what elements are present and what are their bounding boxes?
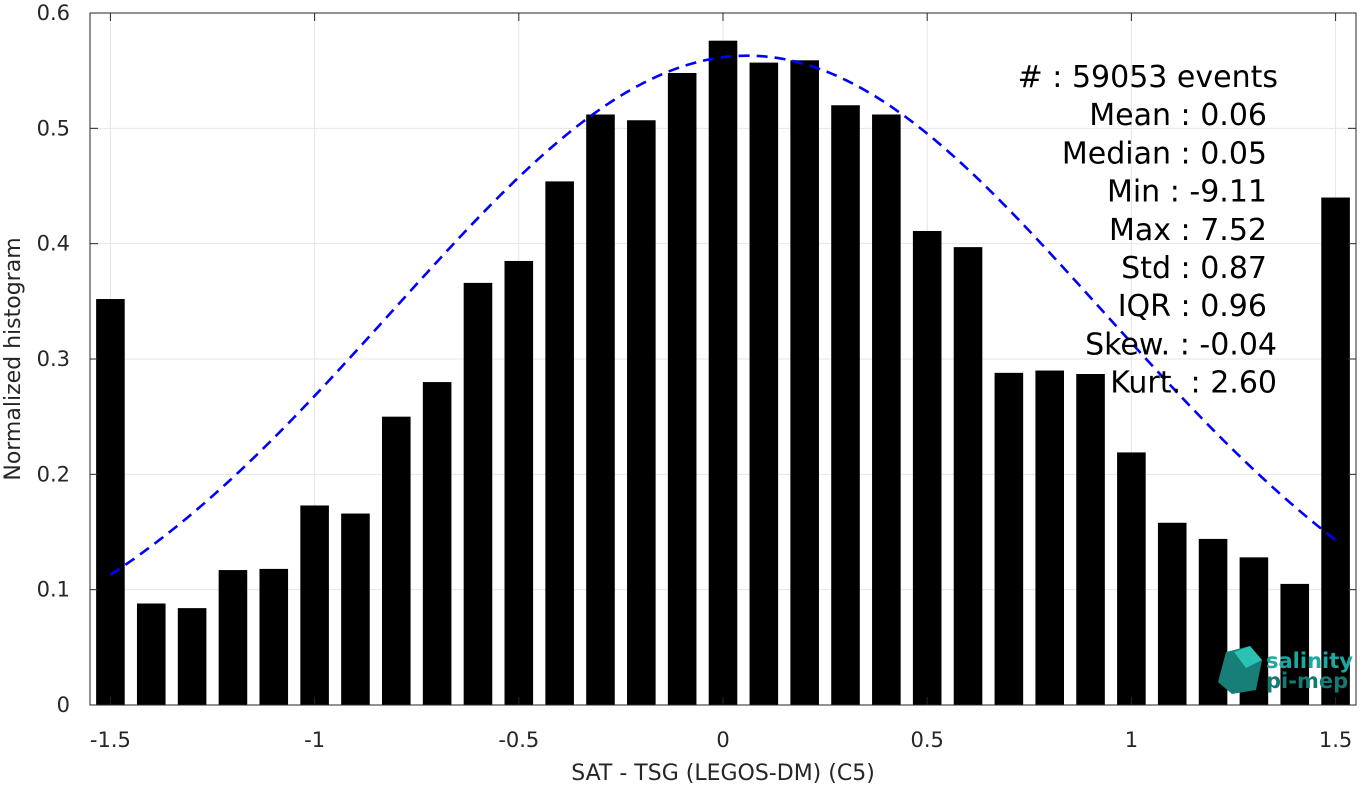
histogram-bar bbox=[912, 230, 942, 706]
histogram-bar bbox=[1280, 583, 1310, 705]
stats-line: Median : 0.05 bbox=[1062, 136, 1267, 171]
stats-line: # : 59053 events bbox=[1018, 60, 1278, 95]
logo-text-salinity: salinity bbox=[1266, 649, 1353, 673]
bars bbox=[96, 40, 1350, 706]
histogram-bar bbox=[381, 416, 411, 705]
histogram-bar bbox=[545, 181, 574, 706]
y-tick-label: 0.4 bbox=[37, 232, 70, 256]
y-tick-label: 0.2 bbox=[37, 462, 70, 486]
y-tick-label: 0.5 bbox=[37, 116, 70, 140]
logo-text-pimep: pi-mep bbox=[1266, 669, 1348, 693]
histogram-bar bbox=[872, 114, 901, 705]
stats-line: Max : 7.52 bbox=[1109, 213, 1267, 248]
stats-line: Skew. : -0.04 bbox=[1085, 327, 1277, 362]
x-axis-label: SAT - TSG (LEGOS-DM) (C5) bbox=[571, 761, 875, 785]
histogram-bar bbox=[667, 72, 697, 706]
histogram-bar bbox=[1117, 452, 1146, 705]
x-tick-label: 0 bbox=[716, 728, 729, 752]
histogram-bar bbox=[953, 247, 983, 706]
histogram-bar bbox=[177, 608, 207, 705]
histogram-bar bbox=[994, 372, 1024, 705]
histogram-bar bbox=[96, 299, 125, 705]
y-tick-label: 0.6 bbox=[37, 1, 70, 25]
histogram-bar bbox=[1321, 197, 1350, 706]
axis-ticks: -1.5 -1 -0.5 0 0.5 1 1.5 0 0.1 0.2 0.3 0.4 0.5 0.6 bbox=[37, 1, 1356, 752]
x-tick-label: -1 bbox=[304, 728, 325, 752]
histogram-bar bbox=[627, 120, 656, 705]
stats-line: Mean : 0.06 bbox=[1089, 98, 1267, 133]
histogram-bar bbox=[708, 40, 738, 706]
y-tick-label: 0 bbox=[57, 693, 70, 717]
histogram-bar bbox=[790, 60, 819, 705]
histogram-bar bbox=[1157, 522, 1187, 705]
histogram-bar bbox=[259, 568, 289, 705]
histogram-bar bbox=[831, 105, 860, 706]
histogram-bar bbox=[218, 570, 248, 705]
stats-line: Std : 0.87 bbox=[1121, 251, 1267, 286]
histogram-bar bbox=[1035, 370, 1065, 705]
y-axis-label: Normalized histogram bbox=[1, 237, 26, 480]
stats-line: Min : -9.11 bbox=[1107, 175, 1267, 210]
stats-line: Kurt. : 2.60 bbox=[1110, 366, 1277, 401]
gaussian-fit-curve bbox=[109, 54, 1337, 576]
histogram-bar bbox=[300, 505, 329, 705]
histogram-bar bbox=[1076, 373, 1105, 705]
y-tick-label: 0.3 bbox=[37, 347, 70, 371]
histogram-bar bbox=[749, 62, 779, 706]
histogram-bar bbox=[422, 382, 452, 705]
x-tick-label: 0.5 bbox=[910, 728, 943, 752]
histogram-bar bbox=[463, 282, 493, 705]
x-tick-label: 1.5 bbox=[1319, 728, 1352, 752]
x-tick-label: -0.5 bbox=[498, 728, 539, 752]
histogram-bar bbox=[136, 603, 166, 705]
histogram-bar bbox=[341, 513, 370, 705]
histogram-bar bbox=[504, 260, 534, 705]
y-tick-label: 0.1 bbox=[37, 578, 70, 602]
stats-line: IQR : 0.96 bbox=[1118, 289, 1267, 324]
x-tick-label: 1 bbox=[1125, 728, 1138, 752]
histogram-bar bbox=[586, 114, 615, 705]
x-tick-label: -1.5 bbox=[90, 728, 131, 752]
logo-mark-highlight bbox=[1234, 646, 1262, 668]
